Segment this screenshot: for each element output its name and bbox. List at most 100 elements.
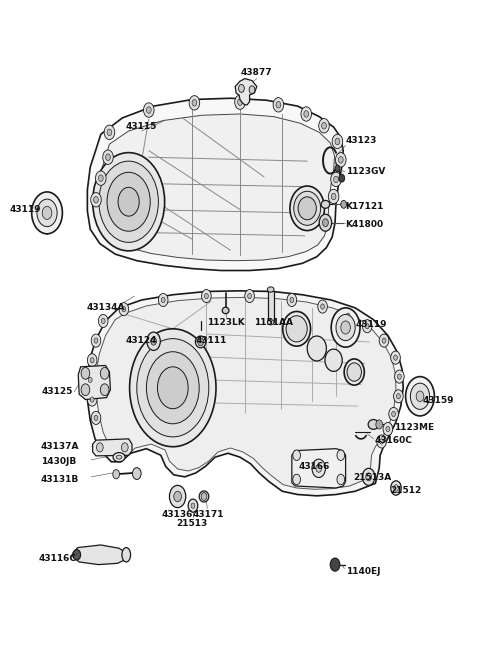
Circle shape [335,165,340,172]
Circle shape [379,334,389,347]
Ellipse shape [286,316,307,342]
Circle shape [248,293,252,299]
Circle shape [245,290,254,303]
Ellipse shape [307,336,326,361]
Circle shape [88,377,92,383]
Circle shape [290,297,294,303]
Circle shape [91,334,101,347]
Ellipse shape [344,359,364,385]
Polygon shape [73,545,127,565]
Circle shape [323,219,328,227]
Circle shape [396,394,400,399]
Text: 43171: 43171 [193,510,225,519]
Circle shape [235,95,245,109]
Text: 43115: 43115 [126,122,157,131]
Circle shape [273,98,284,112]
Ellipse shape [290,186,324,231]
Circle shape [318,300,327,313]
Ellipse shape [298,196,316,219]
Ellipse shape [267,320,274,325]
Circle shape [204,293,208,299]
Polygon shape [292,449,346,488]
Circle shape [343,309,353,322]
Text: 43160C: 43160C [374,436,412,445]
Circle shape [330,558,340,571]
Circle shape [312,459,325,477]
Circle shape [301,107,312,121]
Polygon shape [87,291,403,496]
Ellipse shape [222,307,229,314]
Circle shape [192,100,197,106]
Text: 43119: 43119 [355,320,387,329]
Text: 43159: 43159 [422,396,454,405]
Circle shape [107,129,112,136]
Circle shape [339,174,345,182]
Circle shape [103,150,113,164]
Circle shape [90,397,94,402]
Text: 43136: 43136 [162,510,193,519]
Circle shape [249,86,255,94]
Circle shape [331,172,341,187]
Circle shape [94,338,98,343]
Circle shape [293,450,300,460]
Text: 1140EJ: 1140EJ [346,567,380,576]
Circle shape [104,125,115,140]
Circle shape [90,358,94,363]
Circle shape [130,329,216,447]
Circle shape [94,196,98,203]
Circle shape [341,321,350,334]
Circle shape [337,474,345,485]
Text: 43131B: 43131B [41,475,79,484]
Text: 43166: 43166 [299,462,330,471]
Circle shape [132,468,141,479]
Circle shape [319,214,332,231]
Text: 43123: 43123 [346,136,377,145]
Circle shape [157,367,188,409]
Circle shape [383,422,393,436]
Circle shape [341,200,347,208]
Circle shape [85,373,95,386]
Circle shape [391,351,400,364]
Circle shape [304,111,309,117]
Circle shape [238,99,242,105]
Circle shape [395,370,404,383]
Circle shape [191,503,195,508]
Circle shape [394,485,398,491]
Polygon shape [78,365,110,400]
Circle shape [322,122,326,129]
Circle shape [144,103,154,117]
Circle shape [287,293,297,307]
Text: K41800: K41800 [346,219,384,229]
Circle shape [386,426,390,432]
Circle shape [316,464,322,472]
Circle shape [81,384,90,396]
Circle shape [87,354,97,367]
Circle shape [331,193,336,200]
Circle shape [189,96,200,110]
Circle shape [201,493,207,500]
Circle shape [334,176,338,183]
Circle shape [122,307,126,312]
Circle shape [346,313,350,318]
Circle shape [276,102,281,108]
Circle shape [107,172,150,231]
Polygon shape [87,98,343,271]
Ellipse shape [325,349,342,371]
Circle shape [188,499,198,512]
Circle shape [394,390,403,403]
Circle shape [119,303,129,316]
Ellipse shape [195,336,206,348]
Ellipse shape [113,453,125,462]
Circle shape [174,491,181,502]
Circle shape [321,304,324,309]
Ellipse shape [267,287,274,292]
Circle shape [91,193,101,207]
Text: 43877: 43877 [241,68,273,77]
Ellipse shape [321,200,330,208]
Circle shape [98,175,103,181]
Text: 1123ME: 1123ME [394,422,434,432]
Circle shape [158,293,168,307]
Text: 1123GV: 1123GV [346,167,385,176]
Circle shape [380,439,384,444]
Ellipse shape [199,491,209,502]
